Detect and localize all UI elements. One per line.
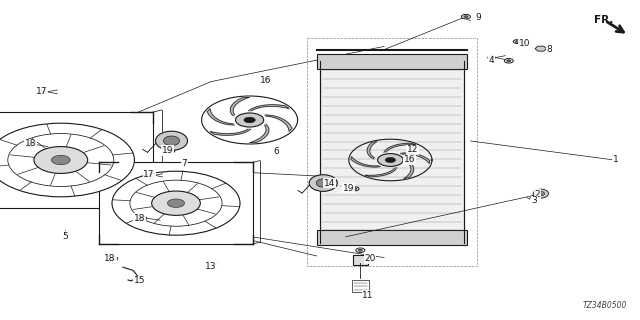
Text: 17: 17 [143,170,155,179]
Text: FR.: FR. [594,15,613,26]
Circle shape [51,155,70,165]
Circle shape [407,156,415,160]
Circle shape [152,191,200,215]
Text: 17: 17 [36,87,47,96]
Text: 19: 19 [343,184,355,193]
Circle shape [147,173,155,177]
Text: 1: 1 [613,156,618,164]
Circle shape [29,143,35,146]
Circle shape [358,249,362,252]
Circle shape [110,257,118,260]
Polygon shape [207,108,234,125]
Bar [307,38,477,266]
Text: 13: 13 [205,262,217,271]
Polygon shape [384,143,416,152]
Polygon shape [404,161,414,179]
Text: TZ34B0500: TZ34B0500 [583,301,627,310]
Bar [317,54,467,69]
Text: 6: 6 [274,147,279,156]
Circle shape [112,171,240,235]
Text: 8: 8 [547,45,552,54]
Polygon shape [365,168,397,177]
Bar [320,61,464,243]
Polygon shape [250,124,269,143]
Text: 2: 2 [535,190,540,199]
Circle shape [409,157,413,159]
Text: 16: 16 [404,156,415,164]
Circle shape [0,123,134,197]
Ellipse shape [164,136,179,146]
Circle shape [463,15,468,18]
Polygon shape [265,115,292,132]
Polygon shape [535,46,547,51]
Circle shape [244,117,255,123]
Circle shape [28,142,36,147]
Polygon shape [351,156,380,167]
Bar [352,280,369,292]
Circle shape [130,180,222,226]
Circle shape [356,248,365,252]
Text: 4: 4 [489,56,494,65]
Circle shape [141,217,145,219]
FancyBboxPatch shape [99,163,253,244]
Text: 18: 18 [134,214,145,223]
Circle shape [168,199,184,207]
Text: 11: 11 [362,291,374,300]
Polygon shape [401,153,430,164]
Circle shape [507,60,511,62]
Circle shape [264,77,271,81]
Circle shape [34,147,88,173]
Circle shape [112,258,116,260]
Ellipse shape [156,131,188,150]
Text: 5: 5 [63,232,68,241]
Polygon shape [248,105,289,111]
Text: 12: 12 [407,145,419,154]
Bar [317,230,467,245]
Polygon shape [210,129,251,135]
Text: 9: 9 [476,13,481,22]
Circle shape [488,56,495,60]
Ellipse shape [316,179,330,187]
Circle shape [385,157,396,163]
Circle shape [42,91,45,93]
Circle shape [236,113,264,127]
Text: 15: 15 [134,276,145,285]
Circle shape [513,40,521,44]
Circle shape [149,174,153,176]
Circle shape [378,154,403,166]
Ellipse shape [537,191,545,196]
Circle shape [169,150,173,152]
Circle shape [40,90,47,94]
Polygon shape [230,97,250,116]
Circle shape [515,41,519,43]
Circle shape [353,188,357,190]
Text: 20: 20 [364,254,376,263]
Text: 18: 18 [104,254,116,263]
Text: 14: 14 [324,179,335,188]
Text: 10: 10 [519,39,531,48]
Text: 16: 16 [260,76,271,85]
Polygon shape [367,141,377,159]
Circle shape [139,216,147,220]
Text: 19: 19 [162,146,173,155]
Circle shape [266,78,269,80]
Circle shape [461,14,470,19]
Bar [353,255,368,265]
Circle shape [8,133,114,187]
Text: 3: 3 [532,196,537,205]
Circle shape [167,149,175,153]
Text: 18: 18 [25,140,36,148]
Circle shape [504,59,513,63]
Circle shape [351,187,359,191]
Ellipse shape [309,175,337,191]
Text: 7: 7 [182,159,187,168]
Ellipse shape [533,189,548,198]
FancyBboxPatch shape [0,112,153,208]
Circle shape [490,57,493,59]
